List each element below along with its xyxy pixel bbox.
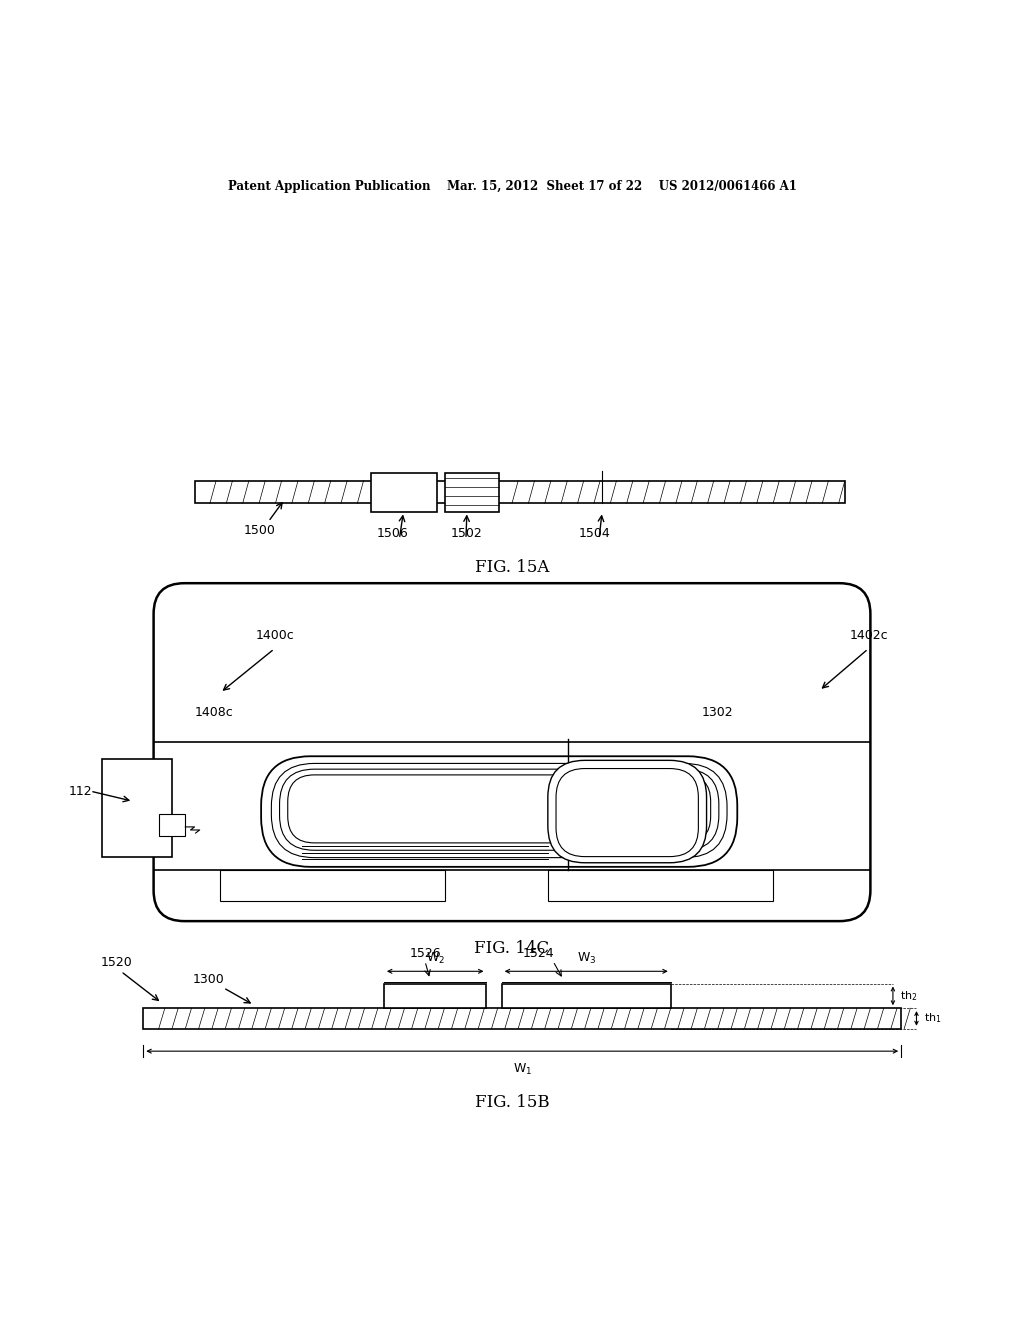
Bar [371,473,437,512]
Text: W$_3$: W$_3$ [578,952,596,966]
Text: W$_2$: W$_2$ [426,952,444,966]
Bar [220,870,445,900]
Text: 1526: 1526 [410,946,441,960]
Text: th$_1$: th$_1$ [924,1011,941,1026]
Text: 1506: 1506 [377,527,409,540]
Text: 1300: 1300 [193,973,224,986]
FancyBboxPatch shape [288,775,711,843]
Bar [143,1008,901,1028]
Text: 1408c: 1408c [195,706,233,719]
Bar [159,813,185,836]
Text: 1400c: 1400c [256,628,295,642]
Bar [154,742,870,870]
Text: th$_2$: th$_2$ [900,989,918,1003]
Text: Patent Application Publication    Mar. 15, 2012  Sheet 17 of 22    US 2012/00614: Patent Application Publication Mar. 15, … [227,181,797,194]
FancyBboxPatch shape [271,763,727,858]
FancyBboxPatch shape [548,760,707,863]
Bar [502,983,671,1008]
Bar [195,480,845,503]
Text: 1504: 1504 [579,527,610,540]
FancyBboxPatch shape [261,756,737,867]
FancyBboxPatch shape [154,583,870,921]
Text: 1302: 1302 [701,706,733,719]
Text: 1500: 1500 [244,524,275,537]
FancyBboxPatch shape [280,770,719,850]
Text: 1402c: 1402c [850,628,889,642]
Text: W$_1$: W$_1$ [513,1061,531,1077]
Bar [548,870,773,900]
Text: FIG. 15A: FIG. 15A [475,560,549,577]
Bar [384,983,486,1008]
FancyBboxPatch shape [556,768,698,857]
Text: 112: 112 [69,784,92,797]
Bar [102,759,172,857]
Text: 1520: 1520 [100,956,132,969]
Text: FIG. 14C: FIG. 14C [474,940,550,957]
Text: 1524: 1524 [522,946,554,960]
Text: FIG. 15B: FIG. 15B [475,1094,549,1111]
Text: 1502: 1502 [451,527,482,540]
Bar [445,473,499,512]
